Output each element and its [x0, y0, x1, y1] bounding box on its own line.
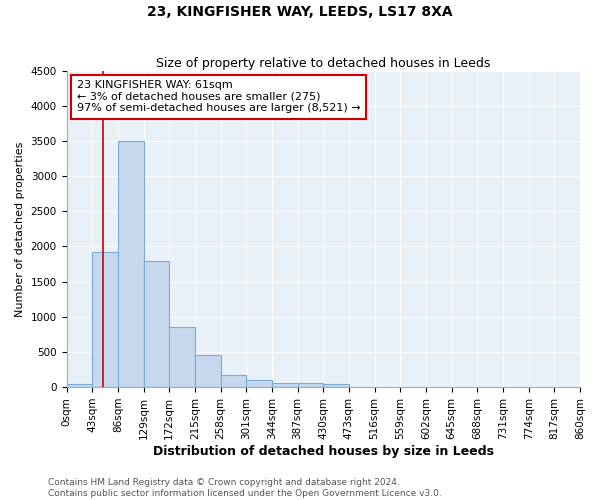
Bar	[323, 384, 349, 387]
Bar	[67, 384, 92, 387]
Title: Size of property relative to detached houses in Leeds: Size of property relative to detached ho…	[156, 56, 490, 70]
Text: 23 KINGFISHER WAY: 61sqm
← 3% of detached houses are smaller (275)
97% of semi-d: 23 KINGFISHER WAY: 61sqm ← 3% of detache…	[77, 80, 361, 114]
Y-axis label: Number of detached properties: Number of detached properties	[15, 141, 25, 316]
Text: Contains HM Land Registry data © Crown copyright and database right 2024.
Contai: Contains HM Land Registry data © Crown c…	[48, 478, 442, 498]
Bar	[143, 261, 169, 387]
Bar	[246, 380, 272, 387]
Bar	[272, 382, 298, 387]
Bar	[118, 141, 143, 387]
Text: 23, KINGFISHER WAY, LEEDS, LS17 8XA: 23, KINGFISHER WAY, LEEDS, LS17 8XA	[147, 5, 453, 19]
Bar	[221, 376, 246, 387]
Bar	[169, 328, 195, 387]
Bar	[298, 383, 323, 387]
Bar	[195, 355, 221, 387]
Bar	[92, 252, 118, 387]
X-axis label: Distribution of detached houses by size in Leeds: Distribution of detached houses by size …	[153, 444, 494, 458]
